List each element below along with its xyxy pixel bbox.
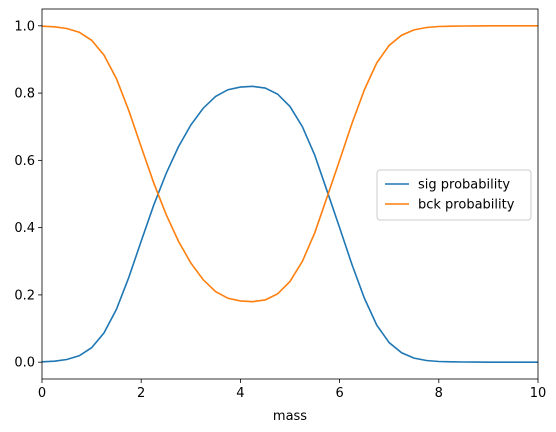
x-tick-label: 0 [38,386,46,401]
y-axis: 0.0 0.2 0.4 0.6 0.8 1.0 [14,19,42,371]
series-line-sig-probability [42,85,538,363]
y-tick-label: 0.4 [14,221,35,236]
legend-label-bck-probability: bck probability [418,198,515,213]
x-tick-label: 4 [236,386,244,401]
y-tick-label: 0.2 [14,288,35,303]
legend: sig probability bck probability [376,169,532,221]
series-line-bck-probability [42,25,538,303]
x-tick-label: 8 [435,386,443,401]
y-tick-label: 0.8 [14,87,35,102]
plot-frame [41,8,539,380]
x-tick-label: 2 [137,386,145,401]
x-axis-label: mass [273,409,307,424]
legend-box [376,169,532,221]
x-tick-label: 6 [335,386,343,401]
plot-area [41,8,539,380]
legend-label-sig-probability: sig probability [418,178,510,193]
y-tick-label: 0.0 [14,356,35,371]
y-tick-label: 1.0 [14,19,35,34]
x-axis: 0 2 4 6 8 10 [38,379,546,401]
y-tick-label: 0.6 [14,154,35,169]
x-tick-label: 10 [530,386,547,401]
